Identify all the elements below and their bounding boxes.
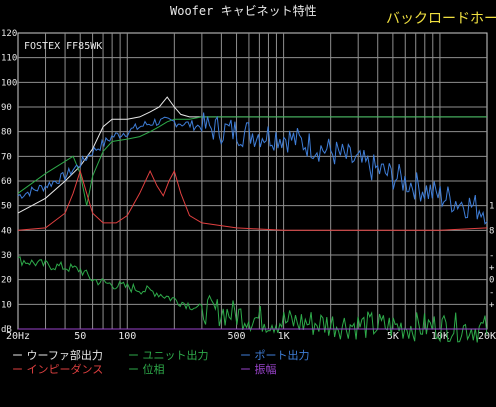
legend-impedance: ー インピーダンス — [12, 363, 104, 376]
series-line-4 — [17, 256, 488, 343]
x-tick-label: 100 — [118, 331, 136, 342]
y-tick-label: 50 — [1, 202, 12, 212]
y-tick-label: 40 — [1, 226, 12, 236]
y-tick-label: 110 — [1, 54, 17, 64]
chart-title: Woofer キャビネット特性 — [170, 4, 317, 18]
y-tick-label: dB — [1, 325, 12, 335]
right-tick-label: + — [489, 263, 495, 273]
chart-subtitle: バックロードホーン — [386, 11, 496, 27]
right-tick-label: 1 — [489, 202, 494, 212]
legend-amplitude: ー 振幅 — [240, 363, 277, 376]
x-tick-label: 5K — [387, 331, 399, 342]
right-tick-label: + — [489, 300, 495, 310]
legend-port-output: ー ポート出力 — [240, 349, 310, 362]
right-tick-label: - — [489, 251, 494, 261]
y-tick-label: 10 — [1, 300, 12, 310]
y-tick-label: 80 — [1, 128, 12, 138]
y-tick-label: 60 — [1, 177, 12, 187]
right-tick-label: - — [489, 288, 494, 298]
series-line-3 — [17, 169, 488, 231]
y-tick-label: 20 — [1, 276, 12, 286]
series-line-1 — [17, 116, 487, 206]
x-tick-label: 20K — [478, 331, 496, 342]
legend-phase: ー 位相 — [128, 363, 165, 376]
x-tick-label: 1K — [278, 331, 290, 342]
x-tick-label: 50 — [74, 331, 86, 342]
chart-annotation: FOSTEX FF85WK — [24, 41, 102, 52]
series-line-2 — [17, 112, 488, 225]
x-tick-label: 500 — [228, 331, 246, 342]
legend-unit-output: ー ユニット出力 — [128, 349, 209, 362]
right-tick-label: 8 — [489, 226, 494, 236]
y-tick-label: 30 — [1, 251, 12, 261]
x-tick-label: 10K — [431, 331, 449, 342]
y-tick-label: 90 — [1, 103, 12, 113]
y-tick-label: 70 — [1, 152, 12, 162]
legend-woofer-output: ー ウーファ部出力 — [12, 349, 103, 362]
x-tick-label: 20Hz — [6, 331, 30, 342]
y-tick-label: 100 — [1, 78, 17, 88]
y-tick-label: 120 — [1, 29, 17, 39]
right-tick-label: 0 — [489, 276, 494, 286]
